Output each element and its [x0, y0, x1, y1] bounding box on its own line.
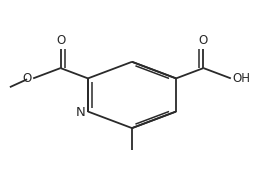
- Text: O: O: [22, 72, 32, 85]
- Text: O: O: [56, 34, 65, 47]
- Text: N: N: [75, 106, 85, 120]
- Text: OH: OH: [232, 72, 250, 85]
- Text: O: O: [199, 34, 208, 47]
